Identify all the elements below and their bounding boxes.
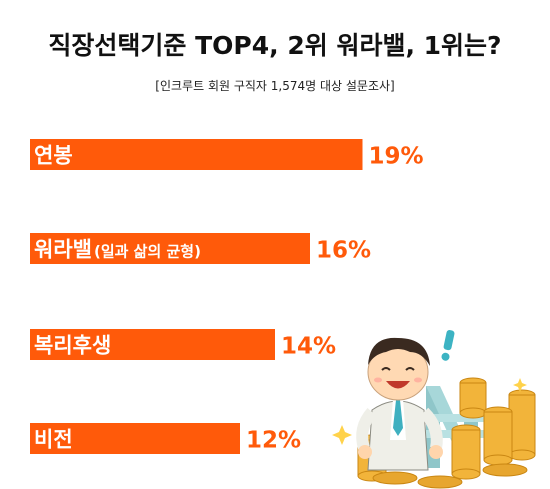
bar-value-label-2: 16% [316,238,371,264]
bar-value-label-4: 12% [246,428,301,454]
bar-value-label-3: 14% [281,334,336,360]
chart-title: 직장선택기준 TOP4, 2위 워라밸, 1위는? [48,31,502,60]
bar-1 [30,139,363,170]
bar-2 [30,233,310,264]
bar-category-label-1: 연봉 [34,144,73,168]
businessman-with-won-coins-icon [332,330,536,489]
bars-layer: 연봉 19% 워라밸 (일과 삶의 균형) 16% 복리후생 14% 비전 12% [30,139,424,454]
bar-category-label-2: 워라밸 (일과 삶의 균형) [34,238,201,262]
bar-3 [30,329,275,360]
chart-subtitle: [인크루트 회원 구직자 1,574명 대상 설문조사] [155,79,395,93]
bar-category-label-4: 비전 [34,428,73,452]
bar-4 [30,423,240,454]
bar-category-label-3: 복리후생 [34,334,111,358]
bar-value-label-1: 19% [369,144,424,170]
